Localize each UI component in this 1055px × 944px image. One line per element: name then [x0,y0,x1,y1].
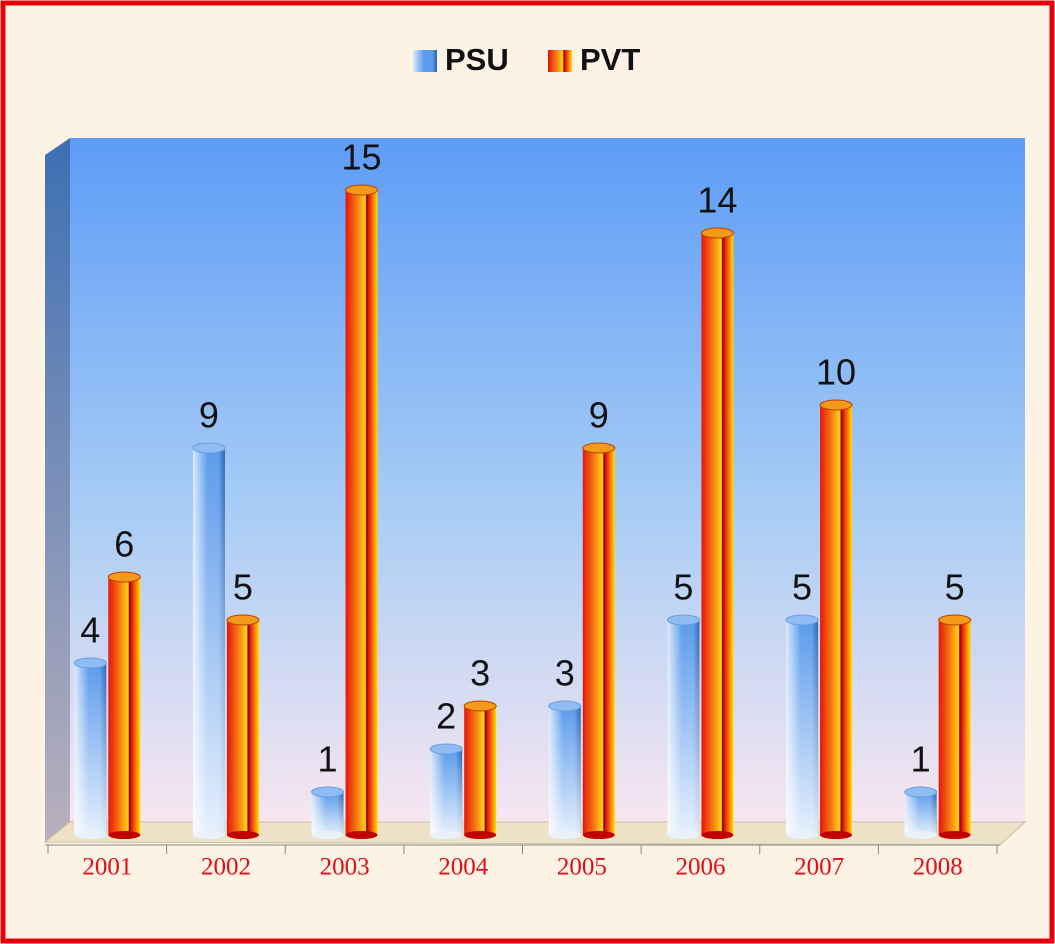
data-label: 3 [470,653,490,694]
x-tick-label: 2001 [82,854,132,881]
bar-cap [904,786,938,798]
bar-base [938,831,971,839]
bar-base [464,831,497,839]
bar [938,620,971,835]
bar-base [192,831,225,839]
data-label: 5 [945,567,965,608]
x-tick-label: 2005 [557,854,607,881]
bar-base [430,831,463,839]
data-label: 14 [697,180,737,221]
bar-cap [192,442,226,454]
x-tick-label: 2006 [675,854,725,881]
bar-cap [819,399,853,411]
bar-base [74,831,107,839]
bar-shine [311,792,344,835]
data-label: 9 [589,395,609,436]
bar [701,233,734,835]
bar-cap [700,227,734,239]
bar-cap [785,614,819,626]
legend-swatch [413,50,437,72]
bar-cap [548,700,582,712]
data-label: 1 [318,739,338,780]
bar-base [701,831,734,839]
bar-base [582,831,615,839]
bar-cap [107,571,141,583]
bar-base [786,831,819,839]
bar-base [820,831,853,839]
bar-shine [192,448,225,835]
legend-swatch [548,50,572,72]
bar-base [345,831,378,839]
data-label: 5 [792,567,812,608]
bar-cap [226,614,260,626]
data-label: 4 [80,610,100,651]
bar-shine [786,620,819,835]
bar-cap [73,657,107,669]
bar-base [226,831,259,839]
bar-base [667,831,700,839]
data-label: 2 [436,696,456,737]
legend-label: PSU [445,42,509,77]
bar-shine [74,663,107,835]
bar-shine [548,706,581,835]
bar [820,405,853,835]
data-label: 15 [342,137,382,178]
floor [43,821,1027,846]
bar-cap [463,700,497,712]
data-label: 10 [816,352,856,393]
bar-cap [429,743,463,755]
x-tick-label: 2002 [201,854,251,881]
bar-cap [311,786,345,798]
bar-base [548,831,581,839]
data-label: 6 [114,524,134,565]
side-wall [45,138,70,842]
x-tick-label: 2003 [320,854,370,881]
data-label: 9 [199,395,219,436]
bar-shine [667,620,700,835]
x-tick-label: 2004 [438,854,489,881]
data-label: 5 [673,567,693,608]
x-tick-label: 2007 [794,854,844,881]
bar [464,706,497,835]
bar-cap [938,614,972,626]
x-tick-label: 2008 [913,854,963,881]
bar-base [311,831,344,839]
bar-base [904,831,937,839]
data-label: 1 [911,739,931,780]
bar-cap [582,442,616,454]
bar-shine [430,749,463,835]
bar [345,190,378,835]
bar [226,620,259,835]
bar-shine [904,792,937,835]
bar [582,448,615,835]
legend-label: PVT [580,42,640,77]
data-label: 3 [555,653,575,694]
bar-cap [345,184,379,196]
bar-base [108,831,141,839]
data-label: 5 [233,567,253,608]
bar-cap [666,614,700,626]
bar [108,577,141,835]
